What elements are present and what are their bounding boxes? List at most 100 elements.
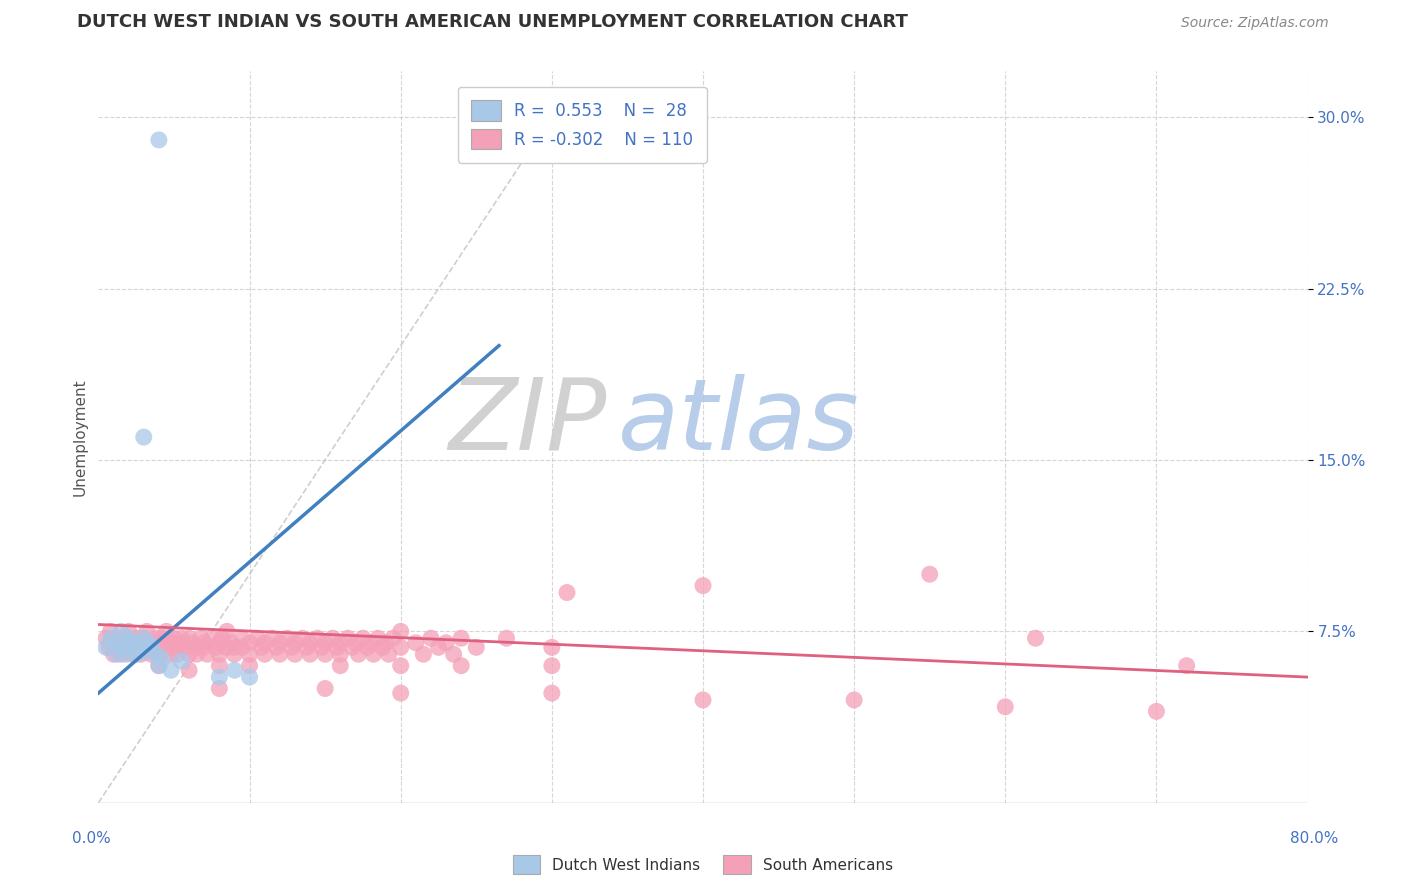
- Point: [193, 640, 215, 655]
- Point: [692, 693, 714, 707]
- Point: [132, 632, 155, 646]
- Point: [105, 632, 128, 646]
- Point: [329, 658, 352, 673]
- Point: [276, 632, 298, 646]
- Point: [239, 670, 262, 684]
- Point: [1175, 658, 1198, 673]
- Point: [208, 670, 231, 684]
- Point: [195, 647, 218, 661]
- Point: [314, 636, 336, 650]
- Point: [186, 640, 208, 655]
- Point: [412, 647, 434, 661]
- Point: [129, 636, 152, 650]
- Point: [148, 658, 170, 673]
- Y-axis label: Unemployment: Unemployment: [72, 378, 87, 496]
- Point: [427, 640, 450, 655]
- Point: [170, 636, 193, 650]
- Point: [360, 636, 382, 650]
- Point: [110, 647, 132, 661]
- Point: [253, 636, 276, 650]
- Point: [250, 640, 273, 655]
- Point: [208, 647, 231, 661]
- Point: [215, 640, 238, 655]
- Point: [94, 632, 117, 646]
- Point: [110, 636, 132, 650]
- Point: [190, 632, 212, 646]
- Point: [266, 640, 288, 655]
- Point: [307, 632, 329, 646]
- Point: [352, 632, 374, 646]
- Point: [110, 624, 132, 639]
- Point: [132, 632, 155, 646]
- Point: [291, 632, 314, 646]
- Point: [181, 636, 204, 650]
- Point: [170, 632, 193, 646]
- Point: [284, 647, 307, 661]
- Point: [107, 640, 129, 655]
- Point: [179, 647, 201, 661]
- Point: [1144, 705, 1167, 719]
- Point: [100, 624, 122, 639]
- Text: Source: ZipAtlas.com: Source: ZipAtlas.com: [1181, 16, 1329, 29]
- Point: [389, 686, 412, 700]
- Point: [314, 647, 336, 661]
- Point: [374, 636, 396, 650]
- Point: [450, 658, 472, 673]
- Point: [231, 640, 253, 655]
- Point: [239, 636, 262, 650]
- Point: [555, 585, 578, 599]
- Point: [174, 640, 197, 655]
- Point: [136, 636, 159, 650]
- Point: [121, 636, 143, 650]
- Point: [389, 640, 412, 655]
- Point: [540, 658, 562, 673]
- Point: [253, 647, 276, 661]
- Point: [160, 647, 183, 661]
- Point: [110, 640, 132, 655]
- Point: [155, 640, 177, 655]
- Point: [103, 636, 125, 650]
- Point: [94, 640, 117, 655]
- Point: [103, 647, 125, 661]
- Point: [208, 658, 231, 673]
- Point: [141, 647, 163, 661]
- Point: [314, 681, 336, 696]
- Point: [155, 624, 177, 639]
- Point: [994, 699, 1017, 714]
- Point: [103, 636, 125, 650]
- Point: [246, 632, 269, 646]
- Point: [148, 647, 170, 661]
- Point: [141, 640, 163, 655]
- Point: [221, 636, 243, 650]
- Point: [98, 640, 121, 655]
- Point: [211, 632, 233, 646]
- Point: [148, 636, 170, 650]
- Point: [136, 636, 159, 650]
- Point: [118, 640, 141, 655]
- Point: [201, 632, 224, 646]
- Point: [443, 647, 465, 661]
- Point: [145, 632, 167, 646]
- Point: [224, 663, 246, 677]
- Point: [336, 632, 359, 646]
- Point: [129, 640, 152, 655]
- Point: [179, 632, 201, 646]
- Point: [311, 640, 333, 655]
- Point: [495, 632, 517, 646]
- Point: [844, 693, 866, 707]
- Point: [377, 647, 399, 661]
- Point: [118, 632, 141, 646]
- Point: [239, 658, 262, 673]
- Point: [118, 624, 141, 639]
- Point: [918, 567, 941, 582]
- Point: [160, 636, 183, 650]
- Point: [224, 640, 246, 655]
- Point: [160, 663, 183, 677]
- Point: [295, 640, 318, 655]
- Point: [284, 636, 307, 650]
- Point: [121, 636, 143, 650]
- Point: [389, 658, 412, 673]
- Point: [132, 430, 155, 444]
- Point: [215, 624, 238, 639]
- Point: [118, 640, 141, 655]
